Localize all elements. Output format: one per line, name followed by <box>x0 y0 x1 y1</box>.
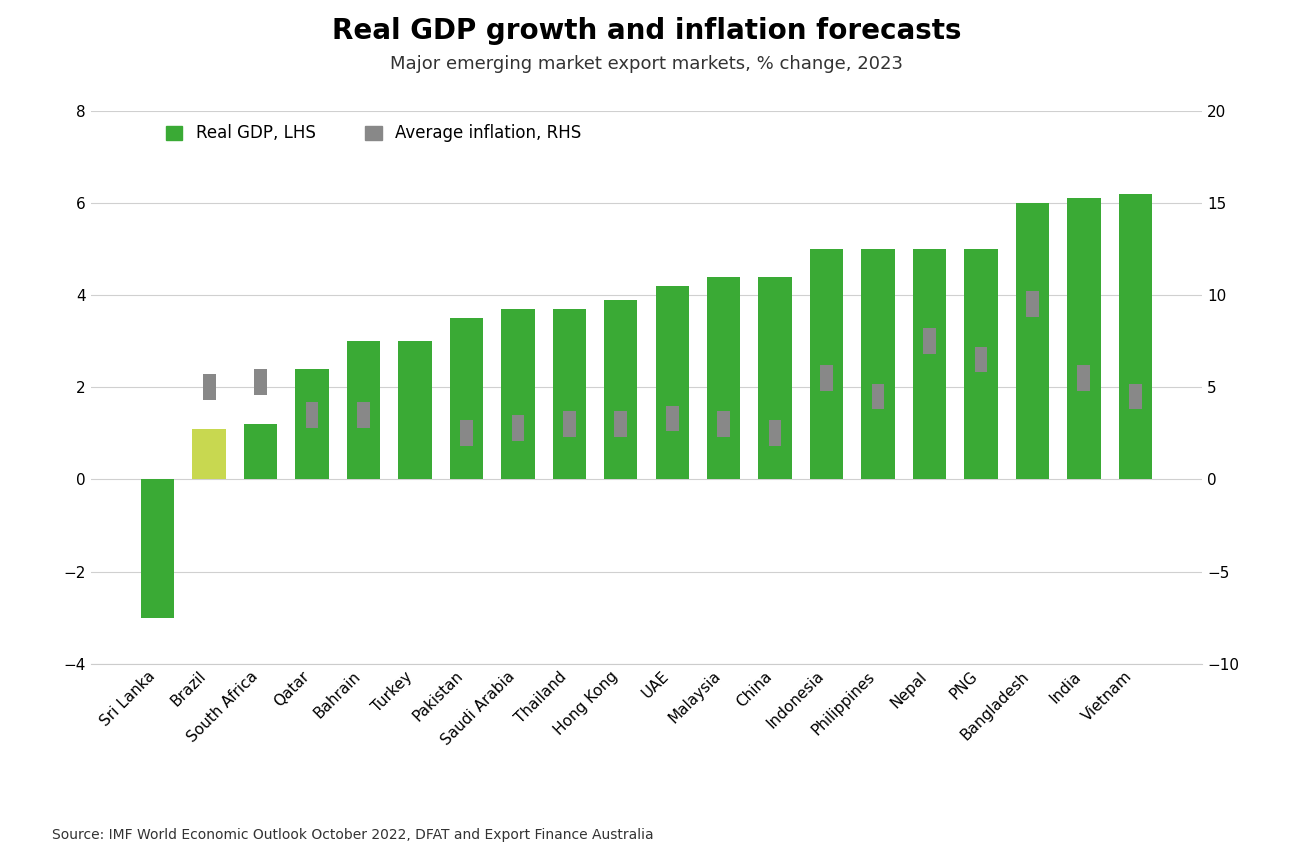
Bar <box>769 420 781 446</box>
Bar <box>809 249 843 479</box>
Bar <box>244 424 278 479</box>
Bar <box>357 402 370 428</box>
Legend: Real GDP, LHS, Average inflation, RHS: Real GDP, LHS, Average inflation, RHS <box>166 124 582 142</box>
Bar <box>141 479 175 618</box>
Bar <box>347 341 380 479</box>
Bar <box>923 328 936 354</box>
Bar <box>460 420 473 446</box>
Bar <box>203 374 216 400</box>
Bar <box>666 406 679 431</box>
Title: Major emerging market export markets, % change, 2023: Major emerging market export markets, % … <box>390 55 903 73</box>
Bar <box>913 249 946 479</box>
Bar <box>512 414 524 441</box>
Bar <box>295 368 328 479</box>
Bar <box>1118 194 1152 479</box>
Bar <box>656 286 689 479</box>
Bar <box>861 249 895 479</box>
Bar <box>398 341 432 479</box>
Bar <box>1129 384 1142 409</box>
Bar <box>255 368 268 395</box>
Bar <box>759 277 791 479</box>
Bar <box>1025 291 1038 317</box>
Bar <box>450 318 484 479</box>
Bar <box>975 346 988 373</box>
Bar <box>1015 203 1049 479</box>
Bar <box>820 365 833 391</box>
Text: Source: IMF World Economic Outlook October 2022, DFAT and Export Finance Austral: Source: IMF World Economic Outlook Octob… <box>52 829 653 842</box>
Bar <box>1067 198 1100 479</box>
Bar <box>193 429 226 479</box>
Bar <box>614 411 627 437</box>
Bar <box>305 402 318 428</box>
Bar <box>562 411 575 437</box>
Bar <box>502 309 534 479</box>
Bar <box>707 277 741 479</box>
Bar <box>718 411 731 437</box>
Text: Real GDP growth and inflation forecasts: Real GDP growth and inflation forecasts <box>332 17 961 45</box>
Bar <box>871 384 884 409</box>
Bar <box>965 249 998 479</box>
Bar <box>1077 365 1090 391</box>
Bar <box>552 309 586 479</box>
Bar <box>604 300 637 479</box>
